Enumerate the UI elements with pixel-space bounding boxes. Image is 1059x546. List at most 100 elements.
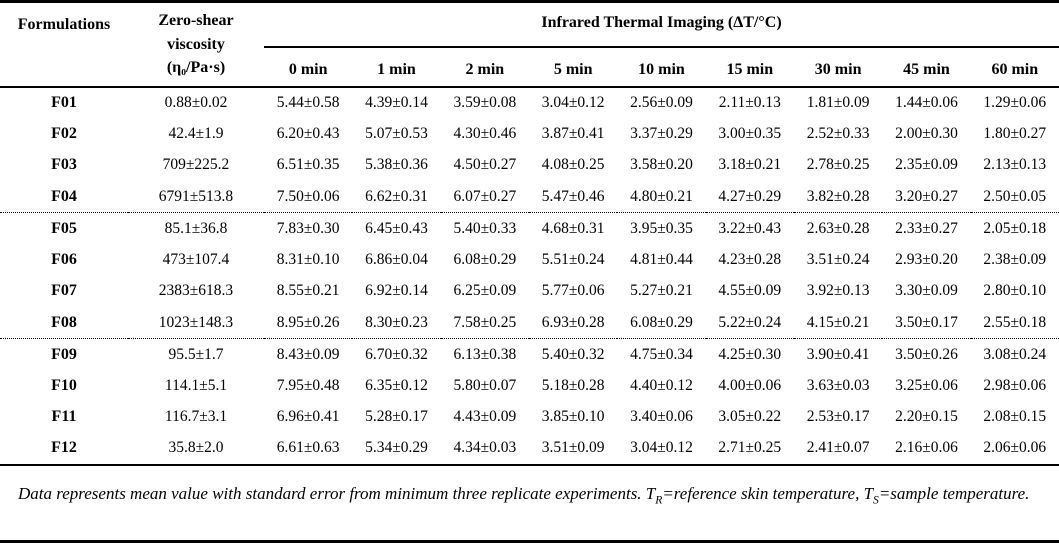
table-row: F06 473±107.4 8.31±0.10 6.86±0.04 6.08±0.29 5… bbox=[0, 244, 1059, 276]
delta-t-cell: 6.70±0.32 bbox=[365, 345, 428, 363]
delta-t-cell: 6.08±0.29 bbox=[617, 307, 706, 339]
column-header-time: 1 min bbox=[352, 46, 441, 88]
delta-t-cell: 3.05±0.22 bbox=[718, 408, 782, 426]
delta-t-cell: 5.18±0.28 bbox=[541, 376, 605, 394]
delta-t-cell: 4.08±0.25 bbox=[541, 156, 605, 174]
delta-t-cell: 2.35±0.09 bbox=[895, 156, 958, 174]
delta-t-cell: 5.38±0.36 bbox=[365, 156, 428, 174]
delta-t-cell: 8.31±0.10 bbox=[276, 250, 340, 268]
delta-t-cell: 6.51±0.35 bbox=[276, 156, 340, 174]
delta-t-cell: 4.75±0.34 bbox=[630, 345, 693, 363]
delta-t-cell: 5.47±0.46 bbox=[528, 181, 618, 213]
footnote-text: =reference skin temperature, T bbox=[662, 483, 874, 503]
table-row: F04 6791±513.8 7.50±0.06 6.62±0.31 6.07±0.27… bbox=[0, 181, 1059, 213]
footnote-text: Data represents mean value with standard… bbox=[18, 483, 656, 503]
thermal-imaging-table: Formulations Zero-shear viscosity (η₀/Pa·s… bbox=[0, 0, 1059, 466]
delta-t-cell: 3.04±0.12 bbox=[541, 93, 605, 111]
delta-t-cell: 6.20±0.43 bbox=[276, 124, 340, 142]
delta-t-cell: 1.29±0.06 bbox=[983, 93, 1047, 111]
delta-t-cell: 7.50±0.06 bbox=[264, 181, 353, 213]
delta-t-cell: 2.56±0.09 bbox=[630, 93, 693, 111]
delta-t-cell: 2.16±0.06 bbox=[895, 439, 958, 457]
delta-t-cell: 3.18±0.21 bbox=[718, 156, 782, 174]
delta-t-cell: 2.13±0.13 bbox=[983, 156, 1047, 174]
delta-t-cell: 3.82±0.28 bbox=[793, 181, 883, 213]
delta-t-cell: 3.30±0.09 bbox=[895, 282, 958, 300]
delta-t-cell: 6.45±0.43 bbox=[365, 219, 428, 237]
delta-t-cell: 6.86±0.04 bbox=[365, 250, 428, 268]
formulation-cell: F03 bbox=[51, 156, 77, 174]
column-header-time: 60 min bbox=[970, 46, 1059, 88]
delta-t-cell: 2.93±0.20 bbox=[895, 250, 958, 268]
column-header-time: 45 min bbox=[882, 46, 971, 88]
viscosity-cell: 473±107.4 bbox=[162, 250, 230, 268]
formulation-cell: F05 bbox=[51, 219, 77, 237]
delta-t-cell: 6.08±0.29 bbox=[453, 250, 517, 268]
table-row: F09 95.5±1.7 8.43±0.09 6.70±0.32 6.13±0.38 5.… bbox=[0, 339, 1059, 371]
delta-t-cell: 6.92±0.14 bbox=[365, 282, 428, 300]
delta-t-cell: 4.15±0.21 bbox=[793, 307, 883, 339]
delta-t-cell: 2.71±0.25 bbox=[718, 439, 782, 457]
delta-t-cell: 3.22±0.43 bbox=[718, 219, 782, 237]
delta-t-cell: 6.96±0.41 bbox=[276, 408, 340, 426]
formulation-cell: F01 bbox=[51, 93, 77, 111]
delta-t-cell: 8.95±0.26 bbox=[264, 307, 353, 339]
column-header-time: 15 min bbox=[705, 46, 794, 88]
delta-t-cell: 6.13±0.38 bbox=[453, 345, 517, 363]
formulation-cell: F02 bbox=[51, 124, 77, 142]
delta-t-cell: 2.00±0.30 bbox=[895, 124, 958, 142]
delta-t-cell: 5.22±0.24 bbox=[705, 307, 794, 339]
viscosity-cell: 42.4±1.9 bbox=[168, 124, 224, 142]
delta-t-cell: 4.43±0.09 bbox=[453, 408, 517, 426]
formulation-cell: F06 bbox=[51, 250, 77, 268]
delta-t-cell: 2.41±0.07 bbox=[806, 439, 870, 457]
column-header-time: 10 min bbox=[617, 46, 706, 88]
delta-t-cell: 2.20±0.15 bbox=[895, 408, 958, 426]
delta-t-cell: 6.25±0.09 bbox=[453, 282, 517, 300]
viscosity-cell: 0.88±0.02 bbox=[164, 93, 228, 111]
column-header-viscosity: Zero-shear viscosity (η₀/Pa·s) bbox=[128, 1, 264, 88]
delta-t-cell: 4.39±0.14 bbox=[365, 93, 428, 111]
column-header-formulations: Formulations bbox=[0, 1, 128, 88]
formulation-cell: F09 bbox=[51, 345, 77, 363]
delta-t-cell: 6.35±0.12 bbox=[365, 376, 428, 394]
formulation-cell: F07 bbox=[51, 282, 77, 300]
delta-t-cell: 2.63±0.28 bbox=[806, 219, 870, 237]
table-footnote: Data represents mean value with standard… bbox=[18, 481, 1039, 507]
delta-t-cell: 3.50±0.26 bbox=[895, 345, 958, 363]
viscosity-cell: 85.1±36.8 bbox=[164, 219, 228, 237]
table-row: F12 35.8±2.0 6.61±0.63 5.34±0.29 4.34±0.03 3.… bbox=[0, 433, 1059, 465]
viscosity-header-line: viscosity bbox=[167, 35, 225, 53]
delta-t-cell: 7.95±0.48 bbox=[276, 376, 340, 394]
table-row: F08 1023±148.3 8.95±0.26 8.30±0.23 7.58±0.25… bbox=[0, 307, 1059, 339]
delta-t-cell: 5.40±0.33 bbox=[453, 219, 517, 237]
footnote-subscript: R bbox=[655, 492, 663, 506]
delta-t-cell: 4.80±0.21 bbox=[617, 181, 706, 213]
delta-t-cell: 2.05±0.18 bbox=[983, 219, 1047, 237]
formulation-cell: F10 bbox=[51, 376, 77, 394]
delta-t-cell: 5.77±0.06 bbox=[541, 282, 605, 300]
delta-t-cell: 3.90±0.41 bbox=[806, 345, 870, 363]
delta-t-cell: 3.00±0.35 bbox=[718, 124, 782, 142]
delta-t-cell: 8.30±0.23 bbox=[352, 307, 441, 339]
delta-t-cell: 4.68±0.31 bbox=[541, 219, 605, 237]
viscosity-cell: 116.7±3.1 bbox=[164, 408, 228, 426]
table-row: F01 0.88±0.02 5.44±0.58 4.39±0.14 3.59±0.08 3… bbox=[0, 87, 1059, 119]
viscosity-cell: 1023±148.3 bbox=[128, 307, 264, 339]
delta-t-cell: 1.80±0.27 bbox=[983, 124, 1047, 142]
delta-t-cell: 5.44±0.58 bbox=[276, 93, 340, 111]
delta-t-cell: 5.51±0.24 bbox=[541, 250, 605, 268]
formulation-cell: F12 bbox=[51, 439, 77, 457]
delta-t-cell: 6.62±0.31 bbox=[352, 181, 441, 213]
time-header-row: 0 min 1 min 2 min 5 min 10 min 15 min 30 min 45… bbox=[0, 46, 1059, 88]
footnote-subscript: S bbox=[873, 492, 879, 506]
delta-t-cell: 4.00±0.06 bbox=[718, 376, 782, 394]
delta-t-cell: 2.55±0.18 bbox=[970, 307, 1059, 339]
delta-t-cell: 8.43±0.09 bbox=[276, 345, 340, 363]
delta-t-cell: 3.51±0.09 bbox=[541, 439, 605, 457]
delta-t-cell: 3.08±0.24 bbox=[983, 345, 1047, 363]
delta-t-cell: 1.81±0.09 bbox=[806, 93, 870, 111]
delta-t-cell: 5.28±0.17 bbox=[365, 408, 428, 426]
delta-t-cell: 3.63±0.03 bbox=[806, 376, 870, 394]
